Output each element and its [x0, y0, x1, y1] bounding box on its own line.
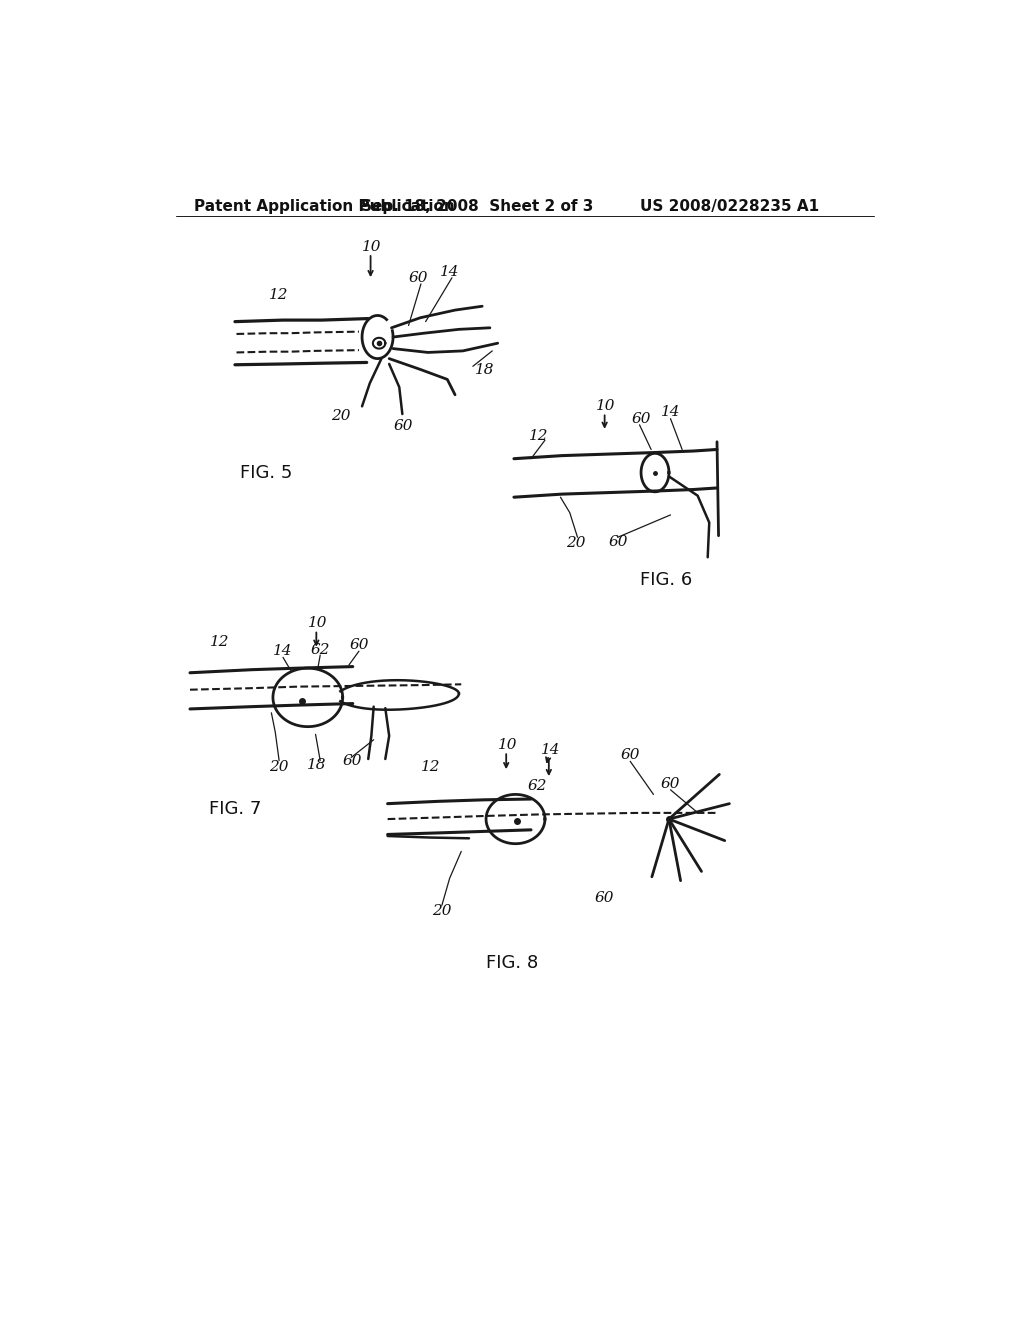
- Text: 60: 60: [393, 420, 413, 433]
- Text: 14: 14: [541, 743, 560, 756]
- Text: 12: 12: [210, 635, 229, 649]
- Text: 60: 60: [409, 271, 428, 285]
- Text: 20: 20: [566, 536, 586, 550]
- Text: 10: 10: [596, 400, 615, 413]
- Text: 10: 10: [362, 240, 382, 253]
- Text: 60: 60: [349, 638, 369, 652]
- Text: 20: 20: [432, 904, 452, 919]
- Text: US 2008/0228235 A1: US 2008/0228235 A1: [640, 198, 818, 214]
- Text: 60: 60: [632, 412, 651, 425]
- Text: FIG. 7: FIG. 7: [209, 800, 262, 818]
- Text: Patent Application Publication: Patent Application Publication: [194, 198, 455, 214]
- Text: 10: 10: [308, 615, 328, 630]
- Text: 60: 60: [621, 748, 640, 762]
- Text: 10: 10: [498, 738, 517, 752]
- Text: 62: 62: [527, 779, 547, 793]
- Text: 62: 62: [310, 643, 330, 656]
- Text: 14: 14: [273, 644, 293, 659]
- Text: 60: 60: [595, 891, 614, 904]
- Text: 20: 20: [332, 409, 351, 424]
- Text: 20: 20: [269, 760, 289, 774]
- Text: 60: 60: [660, 776, 680, 791]
- Text: 12: 12: [269, 289, 289, 302]
- Text: 18: 18: [475, 363, 495, 378]
- Text: 14: 14: [660, 405, 680, 420]
- Text: 14: 14: [440, 265, 460, 280]
- Text: FIG. 5: FIG. 5: [241, 463, 293, 482]
- Text: FIG. 6: FIG. 6: [640, 572, 692, 589]
- Text: 18: 18: [306, 758, 326, 772]
- Text: Sep. 18, 2008  Sheet 2 of 3: Sep. 18, 2008 Sheet 2 of 3: [360, 198, 593, 214]
- Text: FIG. 8: FIG. 8: [485, 954, 538, 972]
- Text: 60: 60: [609, 535, 629, 549]
- Text: 60: 60: [343, 754, 362, 767]
- Text: 12: 12: [529, 429, 549, 442]
- Text: 12: 12: [421, 760, 440, 774]
